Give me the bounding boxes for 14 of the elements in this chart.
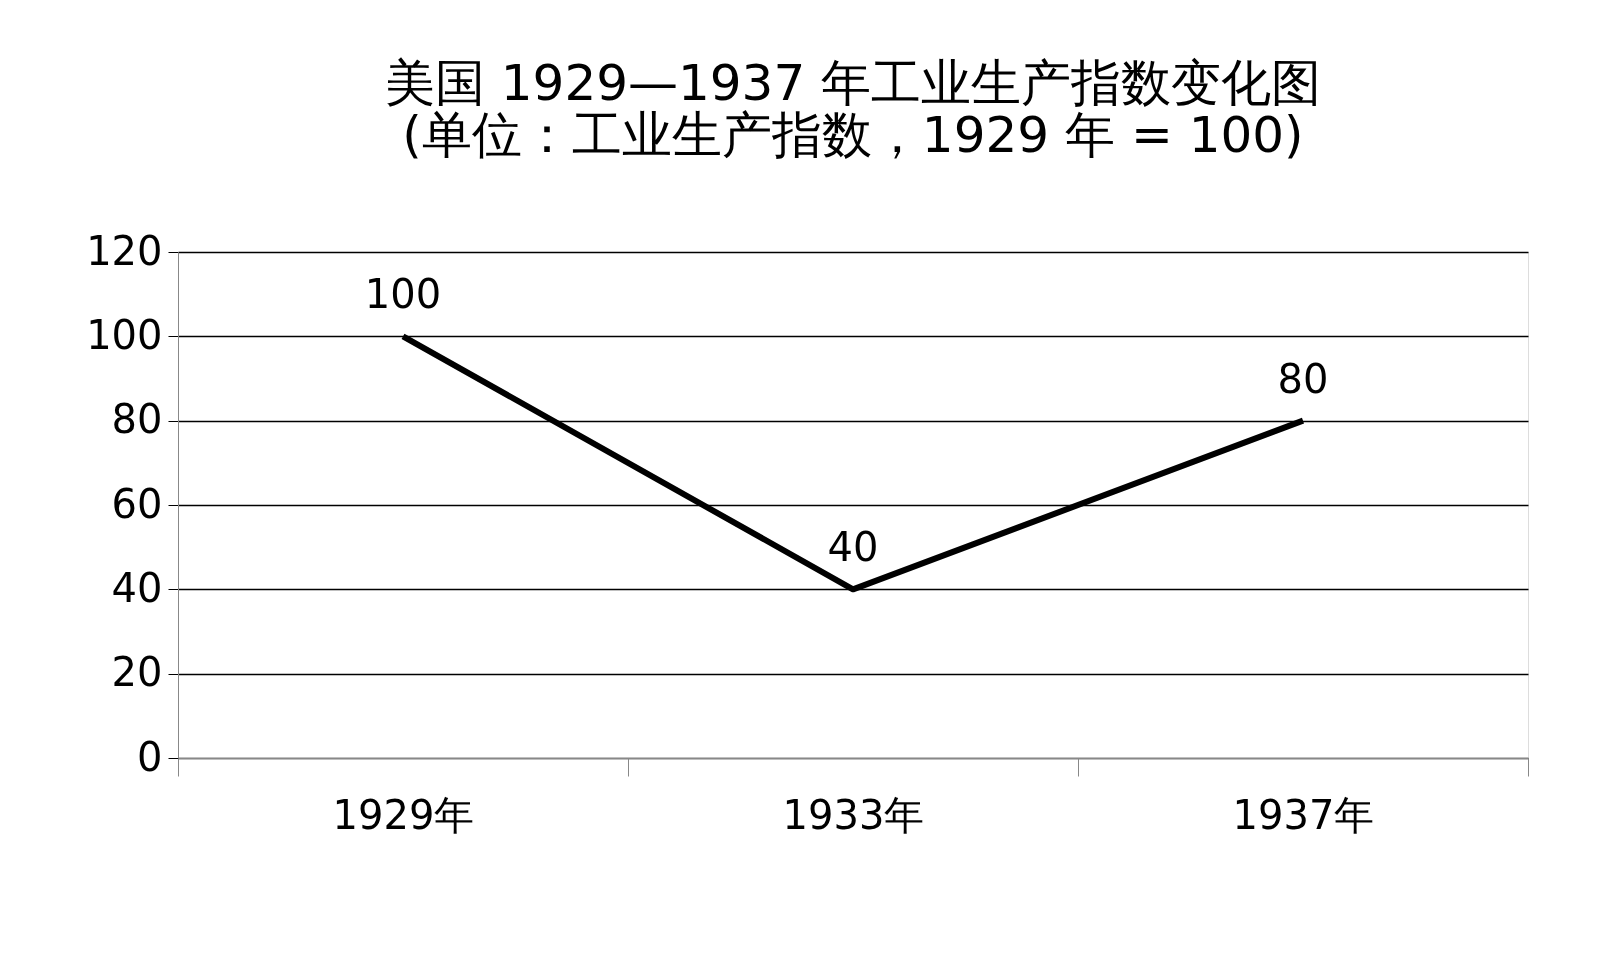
data-label: 80 <box>1277 355 1329 402</box>
y-tick-label: 40 <box>111 564 163 611</box>
y-tick-label: 60 <box>111 480 163 527</box>
data-label: 40 <box>827 524 879 571</box>
y-tick-label: 100 <box>86 311 163 358</box>
y-tick-label: 20 <box>111 649 163 696</box>
y-tick-label: 120 <box>86 227 163 274</box>
x-tick-label: 1929年 <box>332 791 475 838</box>
y-tick-label: 80 <box>111 396 163 443</box>
x-tick-label: 1937年 <box>1232 791 1375 838</box>
y-tick-label: 0 <box>137 733 163 780</box>
x-tick-label: 1933年 <box>782 791 925 838</box>
data-label: 100 <box>364 271 442 318</box>
text: (单位：工业生产指数，1929 年 = 100) <box>402 106 1304 164</box>
